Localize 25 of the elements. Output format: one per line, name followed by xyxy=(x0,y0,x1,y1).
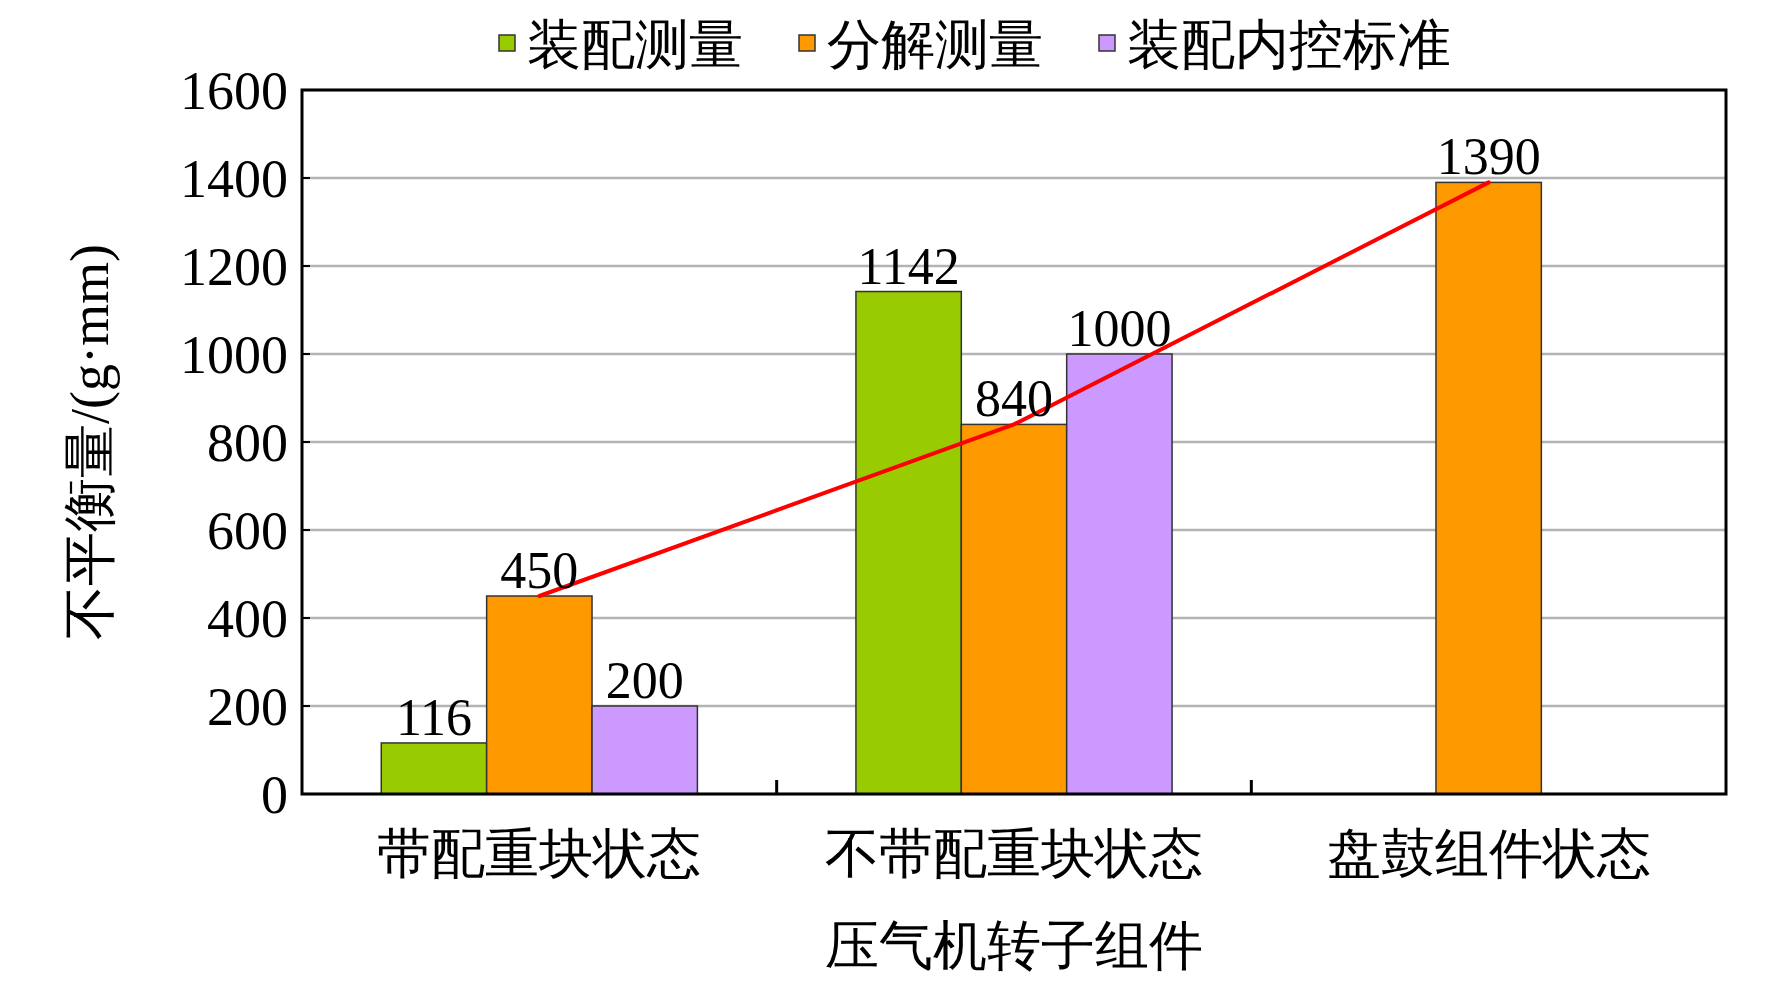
data-label: 450 xyxy=(500,542,579,599)
y-tick-label: 600 xyxy=(207,500,288,561)
bar xyxy=(1435,181,1543,795)
data-label: 1390 xyxy=(1436,128,1541,186)
y-tick-label: 400 xyxy=(207,588,288,649)
data-label: 116 xyxy=(395,688,472,746)
y-tick-label: 200 xyxy=(207,676,288,737)
data-label: 200 xyxy=(605,652,684,709)
legend-label: 装配测量 xyxy=(527,14,743,75)
data-label: 1142 xyxy=(857,237,960,295)
y-tick-label: 1600 xyxy=(180,60,288,121)
x-tick-label: 不带配重块状态 xyxy=(825,824,1203,884)
y-tick-label: 1000 xyxy=(180,324,288,385)
x-axis-title: 压气机转子组件 xyxy=(825,916,1203,976)
y-tick-label: 1200 xyxy=(180,236,288,297)
y-tick-label: 1400 xyxy=(180,148,288,209)
y-axis-title: 不平衡量/(g·mm) xyxy=(60,244,120,640)
legend-label: 分解测量 xyxy=(827,14,1043,75)
x-tick-label: 盘鼓组件状态 xyxy=(1326,824,1651,884)
y-tick-label: 800 xyxy=(207,412,288,473)
legend-label: 装配内控标准 xyxy=(1127,14,1451,75)
x-tick-label: 带配重块状态 xyxy=(377,824,702,884)
y-tick-label: 0 xyxy=(261,764,288,825)
data-label: 840 xyxy=(975,370,1053,428)
data-label: 1000 xyxy=(1067,300,1172,357)
